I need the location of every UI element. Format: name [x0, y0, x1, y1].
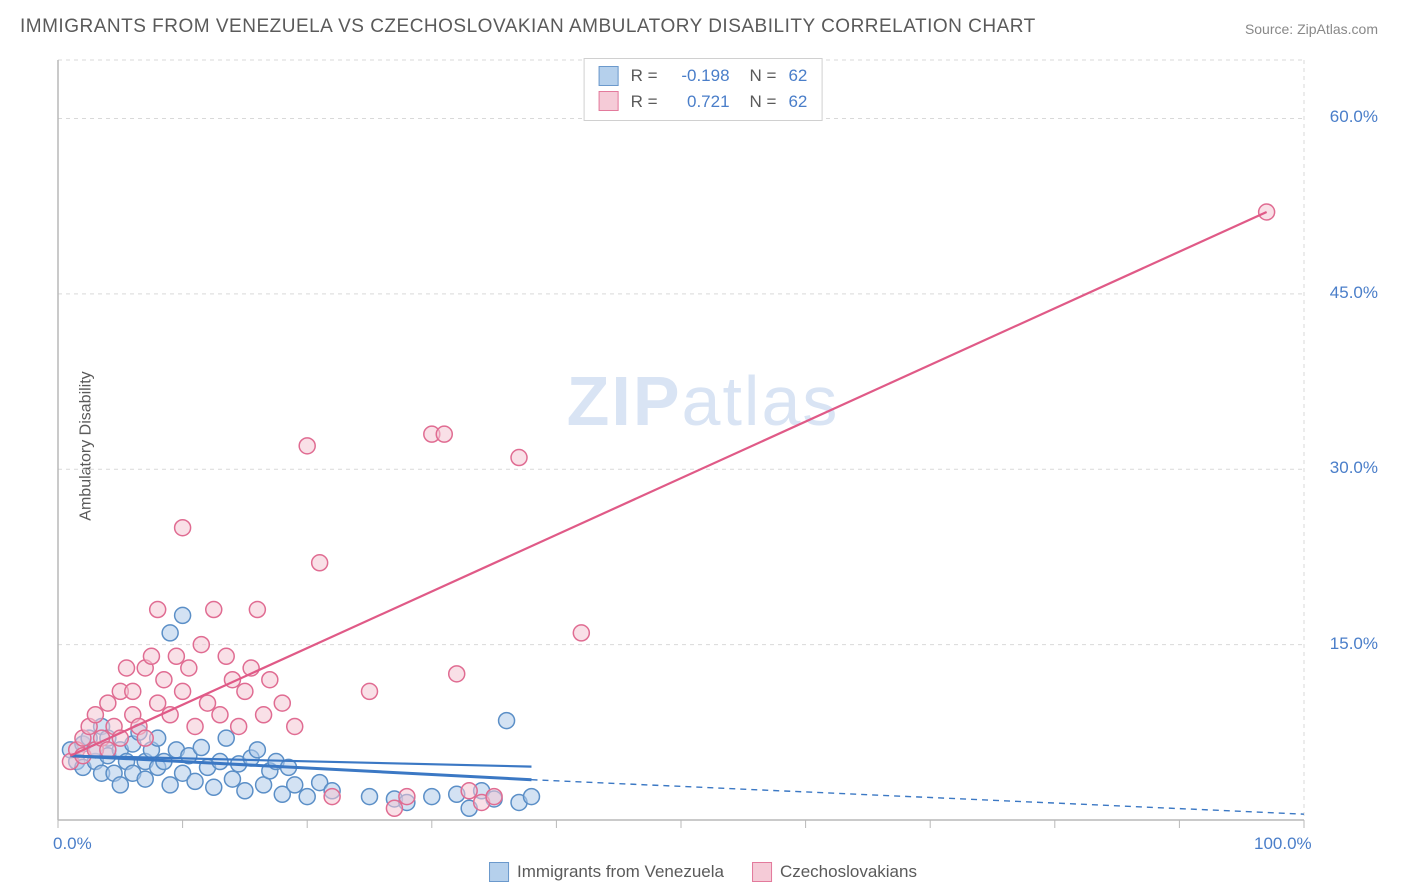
y-tick-label: 45.0% — [1330, 283, 1378, 303]
legend-item-2: Czechoslovakians — [752, 862, 917, 882]
legend-item-1: Immigrants from Venezuela — [489, 862, 724, 882]
series-legend: Immigrants from Venezuela Czechoslovakia… — [489, 862, 917, 882]
y-tick-label: 15.0% — [1330, 634, 1378, 654]
y-tick-label: 60.0% — [1330, 107, 1378, 127]
correlation-legend: R = -0.198 N = 62 R = 0.721 N = 62 — [584, 58, 823, 121]
x-tick-label: 100.0% — [1254, 834, 1312, 854]
source-attribution: Source: ZipAtlas.com — [1245, 21, 1378, 37]
r-value-2: 0.721 — [670, 89, 730, 115]
legend-label-1: Immigrants from Venezuela — [517, 862, 724, 882]
legend-row-series-1: R = -0.198 N = 62 — [599, 63, 808, 89]
n-label: N = — [750, 89, 777, 115]
source-label: Source: — [1245, 21, 1293, 37]
x-tick-label: 0.0% — [53, 834, 92, 854]
legend-swatch-1 — [599, 66, 619, 86]
legend-swatch-2 — [599, 91, 619, 111]
r-label: R = — [631, 89, 658, 115]
n-value-1: 62 — [788, 63, 807, 89]
legend-swatch-bottom-1 — [489, 862, 509, 882]
r-label: R = — [631, 63, 658, 89]
n-value-2: 62 — [788, 89, 807, 115]
scatter-chart — [48, 50, 1384, 860]
legend-row-series-2: R = 0.721 N = 62 — [599, 89, 808, 115]
y-tick-label: 30.0% — [1330, 458, 1378, 478]
chart-title: IMMIGRANTS FROM VENEZUELA VS CZECHOSLOVA… — [20, 16, 1036, 38]
source-value: ZipAtlas.com — [1297, 21, 1378, 37]
legend-swatch-bottom-2 — [752, 862, 772, 882]
n-label: N = — [750, 63, 777, 89]
r-value-1: -0.198 — [670, 63, 730, 89]
legend-label-2: Czechoslovakians — [780, 862, 917, 882]
